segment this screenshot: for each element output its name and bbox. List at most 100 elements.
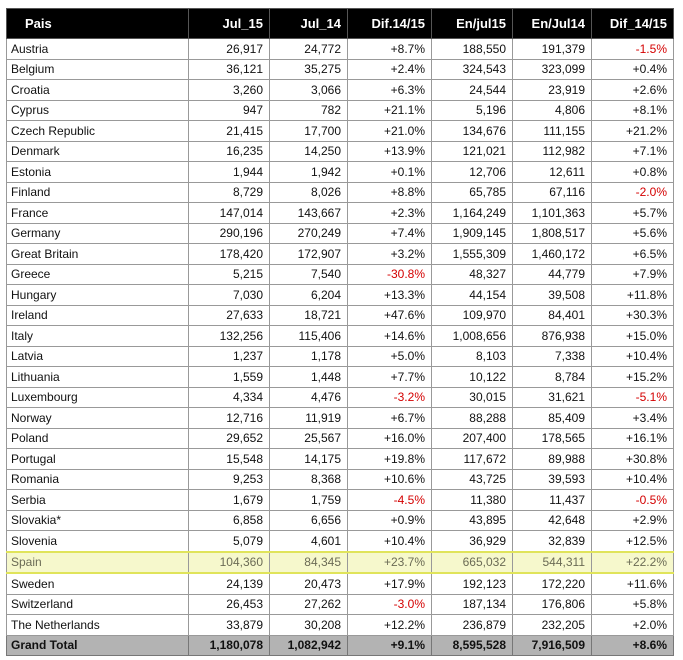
cell: 26,453: [188, 593, 270, 615]
header-cell: Jul_14: [269, 8, 348, 39]
cell: 232,205: [512, 614, 592, 636]
cell: 7,030: [188, 284, 270, 306]
table-row: Finland 8,729 8,026 +8.8% 65,785 67,116 -2.0%: [6, 181, 674, 203]
table-row: Slovenia 5,079 4,601 +10.4% 36,929 32,839 +12.…: [6, 530, 674, 552]
cell: 85,409: [512, 407, 592, 429]
cell: 16,235: [188, 140, 270, 162]
row-label: Poland: [6, 427, 189, 449]
cell: 143,667: [269, 202, 348, 224]
cell: +14.6%: [347, 325, 432, 347]
cell: 1,178: [269, 345, 348, 367]
row-label: Portugal: [6, 448, 189, 470]
cell: +8.1%: [591, 99, 674, 121]
cell: +13.3%: [347, 284, 432, 306]
cell: 112,982: [512, 140, 592, 162]
cell: 1,944: [188, 161, 270, 183]
cell: +2.3%: [347, 202, 432, 224]
header-cell: Pais: [6, 8, 189, 39]
cell: +5.6%: [591, 222, 674, 244]
row-label: Hungary: [6, 284, 189, 306]
cell: +11.6%: [591, 572, 674, 595]
cell: +22.2%: [591, 550, 674, 574]
cell: 187,134: [431, 593, 513, 615]
cell: 176,806: [512, 593, 592, 615]
cell: +7.7%: [347, 366, 432, 388]
cell: 43,725: [431, 468, 513, 490]
cell: +0.8%: [591, 161, 674, 183]
cell: 1,460,172: [512, 243, 592, 265]
cell: +12.2%: [347, 614, 432, 636]
cell: 109,970: [431, 304, 513, 326]
cell: 324,543: [431, 58, 513, 80]
cell: 89,988: [512, 448, 592, 470]
cell: 1,164,249: [431, 202, 513, 224]
cell: 30,208: [269, 614, 348, 636]
table-row: Cyprus 947 782 +21.1% 5,196 4,806 +8.1%: [6, 99, 674, 121]
cell: 11,380: [431, 489, 513, 511]
cell: +2.9%: [591, 509, 674, 531]
cell: +0.9%: [347, 509, 432, 531]
cell: 236,879: [431, 614, 513, 636]
cell: 18,721: [269, 304, 348, 326]
cell: 1,942: [269, 161, 348, 183]
cell: 67,116: [512, 181, 592, 203]
row-label: Great Britain: [6, 243, 189, 265]
cell: +15.0%: [591, 325, 674, 347]
cell: 544,311: [512, 550, 592, 574]
cell: 4,334: [188, 386, 270, 408]
cell: 8,595,528: [431, 634, 513, 656]
cell: 14,250: [269, 140, 348, 162]
cell: 4,476: [269, 386, 348, 408]
cell: 1,101,363: [512, 202, 592, 224]
cell: 48,327: [431, 263, 513, 285]
header-cell: Jul_15: [188, 8, 270, 39]
cell: +47.6%: [347, 304, 432, 326]
cell: 191,379: [512, 38, 592, 60]
cell: 12,716: [188, 407, 270, 429]
table-row: Portugal 15,548 14,175 +19.8% 117,672 89,988 +…: [6, 448, 674, 470]
cell: 11,919: [269, 407, 348, 429]
row-label: The Netherlands: [6, 614, 189, 636]
cell: +6.5%: [591, 243, 674, 265]
cell: +12.5%: [591, 530, 674, 552]
row-label: Austria: [6, 38, 189, 60]
table-row: Denmark 16,235 14,250 +13.9% 121,021 112,982 +…: [6, 140, 674, 162]
cell: 172,220: [512, 572, 592, 595]
cell: 27,633: [188, 304, 270, 326]
table-row: Hungary 7,030 6,204 +13.3% 44,154 39,508 +11.8…: [6, 284, 674, 306]
cell: +21.2%: [591, 120, 674, 142]
table-row: Croatia 3,260 3,066 +6.3% 24,544 23,919 +2.6%: [6, 79, 674, 101]
cell: 5,196: [431, 99, 513, 121]
cell: 1,909,145: [431, 222, 513, 244]
cell: 134,676: [431, 120, 513, 142]
row-label: Slovakia*: [6, 509, 189, 531]
cell: 88,288: [431, 407, 513, 429]
cell: 39,593: [512, 468, 592, 490]
cell: +10.6%: [347, 468, 432, 490]
cell: 8,026: [269, 181, 348, 203]
cell: +0.1%: [347, 161, 432, 183]
row-label: Czech Republic: [6, 120, 189, 142]
cell: 947: [188, 99, 270, 121]
cell: +5.8%: [591, 593, 674, 615]
cell: +30.3%: [591, 304, 674, 326]
header-row: Pais Jul_15 Jul_14 Dif.14/15 En/jul15 En/Jul1…: [6, 8, 674, 39]
cell: 178,420: [188, 243, 270, 265]
cell: -2.0%: [591, 181, 674, 203]
row-label: Serbia: [6, 489, 189, 511]
cell: +3.2%: [347, 243, 432, 265]
cell: +3.4%: [591, 407, 674, 429]
header-cell: Dif.14/15: [347, 8, 432, 39]
table-row: Great Britain 178,420 172,907 +3.2% 1,555,30…: [6, 243, 674, 265]
cell: 1,237: [188, 345, 270, 367]
cell: +5.7%: [591, 202, 674, 224]
row-label: Grand Total: [6, 634, 189, 656]
row-label: Belgium: [6, 58, 189, 80]
row-label: France: [6, 202, 189, 224]
cell: 36,929: [431, 530, 513, 552]
cell: 1,679: [188, 489, 270, 511]
cell: 32,839: [512, 530, 592, 552]
cell: +8.7%: [347, 38, 432, 60]
cell: +10.4%: [591, 468, 674, 490]
